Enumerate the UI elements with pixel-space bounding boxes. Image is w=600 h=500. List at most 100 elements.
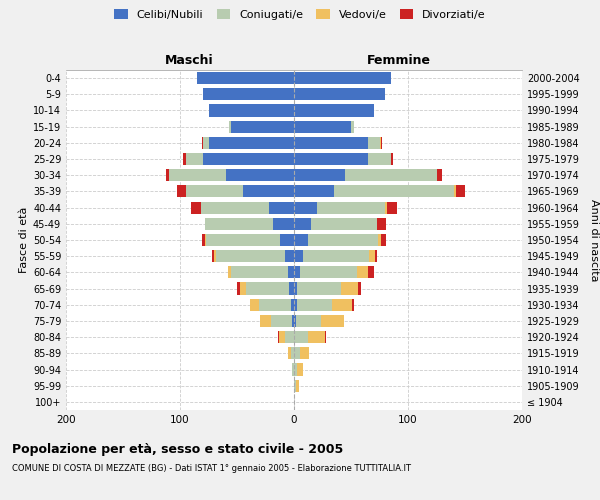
Bar <box>294 202 397 213</box>
Y-axis label: Anni di nascita: Anni di nascita <box>589 198 599 281</box>
Bar <box>294 120 355 132</box>
Bar <box>217 250 294 262</box>
Bar <box>294 348 309 360</box>
Bar <box>292 364 294 376</box>
Bar <box>200 202 294 213</box>
Bar <box>205 234 294 246</box>
Bar <box>294 186 456 198</box>
Bar <box>294 282 298 294</box>
Bar <box>197 72 294 84</box>
Bar <box>206 234 294 246</box>
Bar <box>294 298 355 311</box>
Bar <box>289 282 294 294</box>
Bar <box>259 298 294 311</box>
Bar <box>294 315 344 327</box>
Bar <box>294 88 385 101</box>
Bar <box>197 72 294 84</box>
Bar <box>294 234 380 246</box>
Bar <box>294 72 391 84</box>
Bar <box>203 137 294 149</box>
Bar <box>294 153 391 165</box>
Bar <box>228 266 294 278</box>
Bar <box>203 153 294 165</box>
Bar <box>294 72 391 84</box>
Bar <box>294 266 300 278</box>
Bar <box>294 250 377 262</box>
Bar <box>186 153 294 165</box>
Bar <box>229 120 294 132</box>
Bar <box>294 169 346 181</box>
Bar <box>166 169 294 181</box>
Bar <box>294 169 437 181</box>
Bar <box>292 315 294 327</box>
Bar <box>294 298 298 311</box>
Bar <box>294 348 300 360</box>
Bar <box>294 315 322 327</box>
Bar <box>202 234 294 246</box>
Bar <box>294 315 296 327</box>
Bar <box>294 120 351 132</box>
Bar <box>209 104 294 117</box>
Bar <box>203 88 294 101</box>
Bar <box>209 104 294 117</box>
Bar <box>294 331 308 343</box>
Bar <box>294 88 385 101</box>
Bar <box>294 137 380 149</box>
Bar <box>289 348 294 360</box>
Bar <box>294 169 442 181</box>
Bar <box>294 266 374 278</box>
Bar <box>294 88 385 101</box>
Bar <box>232 266 294 278</box>
Bar <box>294 153 391 165</box>
Bar <box>205 218 294 230</box>
Bar <box>197 72 294 84</box>
Bar <box>197 72 294 84</box>
Bar <box>294 186 334 198</box>
Bar <box>294 104 374 117</box>
Bar <box>290 348 294 360</box>
Bar <box>294 250 375 262</box>
Bar <box>294 202 385 213</box>
Bar <box>200 202 294 213</box>
Bar <box>294 186 465 198</box>
Text: COMUNE DI COSTA DI MEZZATE (BG) - Dati ISTAT 1° gennaio 2005 - Elaborazione TUTT: COMUNE DI COSTA DI MEZZATE (BG) - Dati I… <box>12 464 411 473</box>
Bar <box>203 137 294 149</box>
Bar <box>203 88 294 101</box>
Bar <box>294 331 325 343</box>
Bar <box>228 266 294 278</box>
Bar <box>241 282 294 294</box>
Bar <box>294 234 308 246</box>
Bar <box>294 380 299 392</box>
Bar <box>294 137 368 149</box>
Bar <box>250 298 294 311</box>
Bar <box>294 282 341 294</box>
Bar <box>169 169 294 181</box>
Bar <box>285 250 294 262</box>
Bar <box>212 250 294 262</box>
Bar <box>269 202 294 213</box>
Bar <box>279 331 294 343</box>
Bar <box>294 348 309 360</box>
Bar <box>294 234 379 246</box>
Bar <box>294 266 356 278</box>
Bar <box>290 298 294 311</box>
Bar <box>232 120 294 132</box>
Bar <box>294 218 377 230</box>
Bar <box>294 218 311 230</box>
Bar <box>294 298 352 311</box>
Bar <box>294 282 361 294</box>
Bar <box>292 364 294 376</box>
Bar <box>294 88 385 101</box>
Bar <box>203 88 294 101</box>
Bar <box>294 380 296 392</box>
Bar <box>260 315 294 327</box>
Bar <box>229 120 294 132</box>
Bar <box>186 186 294 198</box>
Bar <box>294 137 380 149</box>
Bar <box>202 137 294 149</box>
Bar <box>294 120 355 132</box>
Bar <box>280 234 294 246</box>
Bar <box>294 72 391 84</box>
Bar <box>250 298 294 311</box>
Bar <box>176 186 294 198</box>
